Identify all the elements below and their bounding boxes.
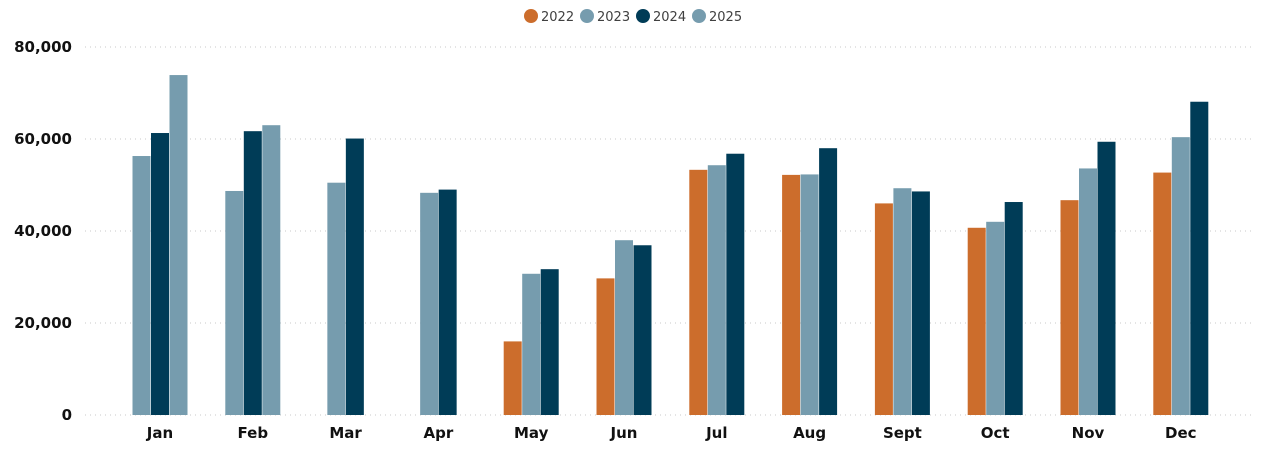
bar-2023-may[interactable]: [522, 273, 541, 415]
legend-item-2024[interactable]: 2024: [636, 9, 686, 25]
legend-label: 2022: [541, 10, 574, 25]
bar-2023-dec[interactable]: [1171, 137, 1190, 415]
legend-label: 2024: [653, 10, 686, 25]
bar-2024-jul[interactable]: [726, 153, 745, 415]
bar-2025-feb[interactable]: [262, 125, 281, 415]
legend-swatch: [636, 9, 650, 23]
legend-swatch: [580, 9, 594, 23]
x-tick-label: Dec: [1165, 424, 1197, 442]
y-tick-label: 0: [62, 406, 72, 424]
legend: 2022 2023 2024 2025: [524, 9, 742, 25]
legend-item-2025[interactable]: 2025: [692, 9, 742, 25]
x-tick-label: Jul: [705, 424, 727, 442]
y-tick-label: 80,000: [14, 38, 72, 56]
bar-2023-apr[interactable]: [420, 192, 439, 415]
bar-2024-oct[interactable]: [1004, 202, 1023, 415]
bar-2024-feb[interactable]: [243, 131, 262, 415]
bar-2024-aug[interactable]: [819, 148, 838, 415]
bar-2024-may[interactable]: [540, 269, 559, 415]
legend-swatch: [692, 9, 706, 23]
x-tick-label: Jun: [610, 424, 638, 442]
bar-2024-apr[interactable]: [438, 189, 457, 415]
y-axis: 0 20,000 40,000 60,000 80,000: [14, 38, 72, 424]
bar-2023-oct[interactable]: [986, 221, 1005, 415]
bar-2022-oct[interactable]: [967, 227, 986, 415]
bar-2023-jun[interactable]: [615, 240, 633, 415]
legend-item-2023[interactable]: 2023: [580, 9, 630, 25]
x-tick-label: Apr: [424, 424, 454, 442]
bar-2024-mar[interactable]: [345, 138, 364, 416]
bar-2022-aug[interactable]: [782, 174, 801, 415]
bar-2022-dec[interactable]: [1153, 172, 1172, 415]
y-tick-label: 60,000: [14, 130, 72, 148]
x-tick-label: May: [514, 424, 549, 442]
legend-label: 2023: [597, 10, 630, 25]
bars: [132, 75, 1209, 416]
x-tick-label: Feb: [238, 424, 269, 442]
bar-2024-jun[interactable]: [633, 245, 652, 415]
y-tick-label: 20,000: [14, 314, 72, 332]
bar-2024-sept[interactable]: [911, 191, 930, 415]
legend-item-2022[interactable]: 2022: [524, 9, 574, 25]
x-axis: Jan Feb Mar Apr May Jun Jul Aug Sept Oct Nov Dec: [146, 424, 1197, 442]
bar-2025-jan[interactable]: [169, 75, 188, 415]
legend-swatch: [524, 9, 538, 23]
bar-2023-mar[interactable]: [327, 182, 346, 415]
legend-label: 2025: [709, 10, 742, 25]
bar-2024-nov[interactable]: [1097, 141, 1116, 415]
bar-2023-sept[interactable]: [893, 188, 912, 415]
bar-2023-jul[interactable]: [707, 165, 726, 415]
y-tick-label: 40,000: [14, 222, 72, 240]
x-tick-label: Sept: [883, 424, 922, 442]
bar-2022-jul[interactable]: [689, 169, 708, 415]
bar-2023-feb[interactable]: [225, 190, 244, 415]
bar-2023-aug[interactable]: [800, 174, 819, 415]
x-tick-label: Nov: [1072, 424, 1105, 442]
bar-2024-dec[interactable]: [1190, 101, 1209, 416]
bar-2023-jan[interactable]: [132, 156, 151, 415]
bar-2023-nov[interactable]: [1079, 168, 1097, 415]
x-tick-label: Jan: [146, 424, 173, 442]
bar-2022-nov[interactable]: [1060, 200, 1079, 415]
x-tick-label: Mar: [329, 424, 362, 442]
bar-2022-may[interactable]: [503, 341, 522, 415]
bar-2024-jan[interactable]: [151, 133, 169, 415]
x-tick-label: Oct: [981, 424, 1010, 442]
x-tick-label: Aug: [793, 424, 826, 442]
bar-2022-sept[interactable]: [874, 203, 893, 415]
bar-2022-jun[interactable]: [596, 278, 615, 415]
